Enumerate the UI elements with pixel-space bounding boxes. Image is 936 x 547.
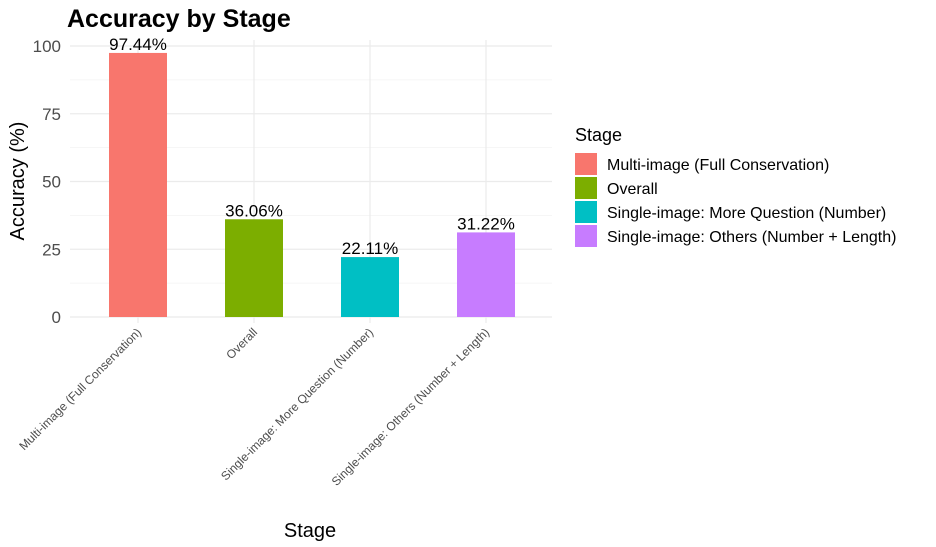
legend: Stage Multi-image (Full Conservation) Ove… — [575, 125, 896, 247]
legend-entry-label: Multi-image (Full Conservation) — [607, 157, 829, 174]
legend-entry-label: Single-image: More Question (Number) — [607, 205, 886, 222]
y-tick-label: 100 — [33, 37, 61, 56]
bar-data-label: 36.06% — [225, 201, 283, 220]
y-tick-label: 50 — [42, 173, 61, 192]
bar — [457, 232, 515, 317]
bar — [109, 52, 167, 318]
y-axis-label: Accuracy (%) — [7, 122, 29, 241]
y-tick-label: 25 — [42, 240, 61, 259]
x-tick-label: Overall — [223, 325, 260, 362]
legend-title: Stage — [575, 125, 622, 145]
x-tick-label: Multi-image (Full Conservation) — [16, 325, 144, 453]
bar-data-label: 22.11% — [342, 239, 398, 258]
legend-key — [575, 201, 597, 223]
bar — [225, 219, 283, 317]
bar-data-label: 97.44% — [109, 35, 167, 54]
legend-key — [575, 153, 597, 175]
legend-entry-label: Overall — [607, 181, 658, 198]
legend-key — [575, 225, 597, 247]
legend-key — [575, 177, 597, 199]
chart-title: Accuracy by Stage — [67, 5, 291, 33]
bars — [109, 52, 515, 318]
x-axis-label: Stage — [284, 520, 336, 542]
y-axis-ticks: 0 25 50 75 100 — [33, 37, 61, 327]
legend-entry-label: Single-image: Others (Number + Length) — [607, 229, 896, 246]
data-labels: 97.44% 36.06% 22.11% 31.22% — [109, 35, 515, 258]
x-axis-ticks: Multi-image (Full Conservation) OverallSi… — [16, 325, 492, 488]
y-tick-label: 0 — [52, 308, 61, 327]
y-tick-label: 75 — [42, 105, 61, 124]
bar — [341, 257, 399, 317]
bar-data-label: 31.22% — [457, 214, 515, 233]
